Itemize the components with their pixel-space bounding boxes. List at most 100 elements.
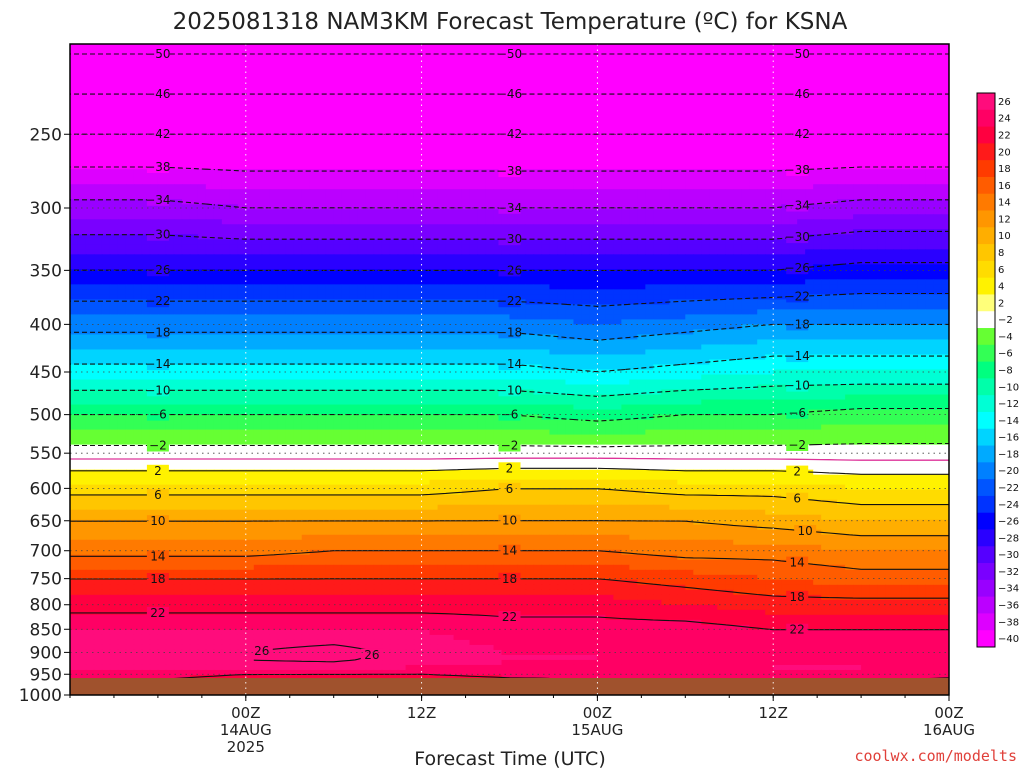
heatmap-cell [589, 74, 598, 80]
heatmap-cell [485, 149, 495, 155]
heatmap-cell [285, 144, 295, 150]
heatmap-cell [70, 94, 79, 100]
heatmap-cell [765, 194, 774, 200]
heatmap-cell [597, 239, 606, 245]
heatmap-cell [325, 59, 335, 65]
heatmap-cell [901, 224, 910, 230]
heatmap-cell [541, 114, 551, 120]
heatmap-cell [70, 229, 79, 235]
heatmap-cell [733, 214, 742, 220]
heatmap-cell [725, 74, 734, 80]
heatmap-cell [421, 209, 431, 215]
heatmap-cell [613, 144, 622, 150]
heatmap-cell [357, 74, 367, 80]
heatmap-cell [541, 44, 551, 50]
heatmap-cell [485, 74, 495, 80]
heatmap-cell [861, 154, 870, 160]
heatmap-cell [653, 209, 662, 215]
heatmap-cell [117, 74, 127, 80]
heatmap-cell [285, 219, 295, 225]
heatmap-cell [213, 144, 223, 150]
heatmap-cell [797, 249, 806, 255]
heatmap-cell [781, 49, 790, 55]
heatmap-cell [909, 49, 918, 55]
heatmap-cell [405, 239, 415, 245]
heatmap-cell [93, 184, 103, 190]
heatmap-cell [637, 244, 646, 250]
heatmap-cell [933, 69, 942, 75]
heatmap-cell [253, 269, 263, 275]
heatmap-cell [197, 104, 207, 110]
heatmap-cell [85, 174, 95, 180]
heatmap-cell [693, 124, 702, 130]
heatmap-cell [277, 219, 287, 225]
heatmap-cell [181, 219, 191, 225]
heatmap-cell [661, 134, 670, 140]
heatmap-cell [693, 234, 702, 240]
heatmap-cell [789, 159, 798, 165]
heatmap-cell [485, 54, 495, 60]
heatmap-cell [253, 189, 263, 195]
heatmap-cell [725, 44, 734, 50]
heatmap-cell [925, 139, 934, 145]
heatmap-cell [229, 194, 239, 200]
heatmap-cell [789, 219, 798, 225]
heatmap-cell [701, 159, 710, 165]
heatmap-cell [709, 64, 718, 70]
heatmap-cell [869, 139, 878, 145]
heatmap-cell [733, 179, 742, 185]
heatmap-cell [629, 74, 638, 80]
heatmap-cell [213, 264, 223, 270]
heatmap-cell [461, 204, 471, 210]
heatmap-cell [773, 259, 782, 265]
heatmap-cell [141, 139, 151, 145]
heatmap-cell [293, 239, 303, 245]
heatmap-cell [229, 244, 239, 250]
heatmap-cell [501, 64, 511, 70]
heatmap-cell [365, 154, 375, 160]
heatmap-cell [165, 104, 175, 110]
heatmap-cell [805, 114, 814, 120]
heatmap-cell [509, 124, 519, 130]
heatmap-cell [477, 59, 487, 65]
heatmap-cell [253, 224, 263, 230]
heatmap-cell [189, 164, 199, 170]
heatmap-cell [717, 139, 726, 145]
heatmap-cell [917, 139, 926, 145]
heatmap-cell [821, 154, 830, 160]
heatmap-cell [237, 149, 247, 155]
heatmap-cell [669, 194, 678, 200]
heatmap-cell [245, 79, 255, 85]
heatmap-cell [421, 79, 431, 85]
heatmap-cell [797, 194, 806, 200]
heatmap-cell [837, 69, 846, 75]
heatmap-cell [189, 134, 199, 140]
heatmap-cell [725, 249, 734, 255]
heatmap-cell [125, 59, 135, 65]
heatmap-cell [869, 54, 878, 60]
heatmap-cell [85, 109, 95, 115]
heatmap-cell [725, 144, 734, 150]
heatmap-cell [925, 209, 934, 215]
heatmap-cell [805, 124, 814, 130]
heatmap-cell [149, 84, 159, 90]
heatmap-cell [765, 154, 774, 160]
heatmap-cell [781, 184, 790, 190]
heatmap-cell [605, 119, 614, 125]
heatmap-cell [669, 109, 678, 115]
heatmap-cell [549, 244, 559, 250]
heatmap-cell [229, 169, 239, 175]
heatmap-cell [541, 59, 551, 65]
heatmap-cell [781, 114, 790, 120]
heatmap-cell [893, 159, 902, 165]
heatmap-cell [941, 139, 949, 145]
heatmap-cell [877, 149, 886, 155]
heatmap-cell [117, 214, 127, 220]
heatmap-cell [941, 74, 949, 80]
heatmap-cell [733, 74, 742, 80]
heatmap-cell [165, 99, 175, 105]
heatmap-cell [261, 104, 271, 110]
heatmap-cell [829, 264, 838, 270]
heatmap-cell [893, 114, 902, 120]
heatmap-cell [533, 144, 543, 150]
